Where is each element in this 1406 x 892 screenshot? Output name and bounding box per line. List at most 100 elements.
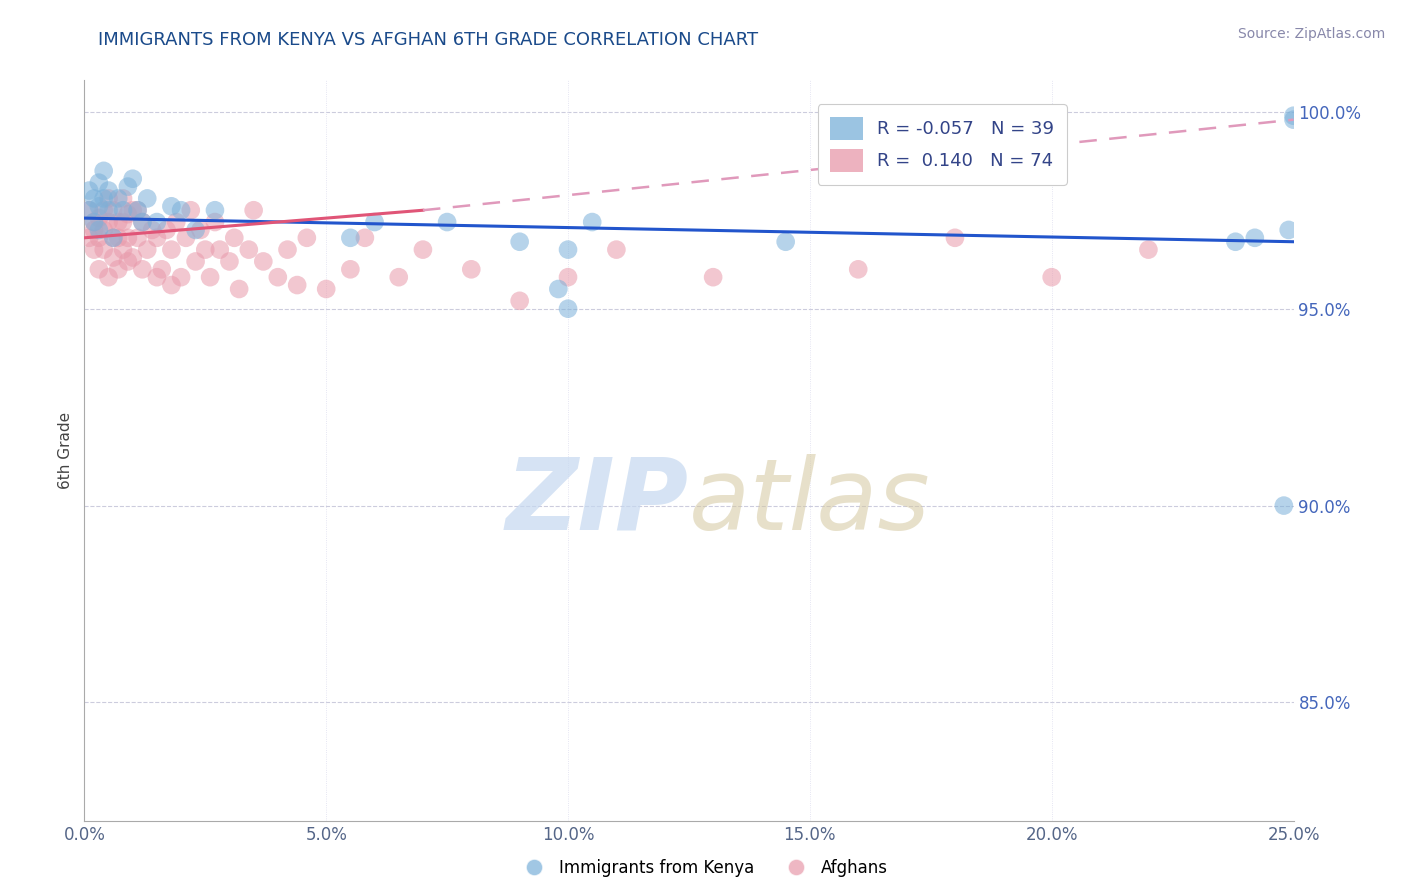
Point	[1282, 112, 1305, 127]
Y-axis label: 6th Grade: 6th Grade	[58, 412, 73, 489]
Text: IMMIGRANTS FROM KENYA VS AFGHAN 6TH GRADE CORRELATION CHART: IMMIGRANTS FROM KENYA VS AFGHAN 6TH GRAD…	[98, 31, 759, 49]
Point	[136, 243, 159, 257]
Point	[146, 270, 169, 285]
Point	[557, 243, 579, 257]
Point	[87, 262, 110, 277]
Point	[184, 223, 207, 237]
Text: Source: ZipAtlas.com: Source: ZipAtlas.com	[1237, 27, 1385, 41]
Point	[315, 282, 337, 296]
Point	[160, 278, 183, 293]
Point	[581, 215, 603, 229]
Point	[112, 203, 135, 218]
Point	[170, 270, 193, 285]
Point	[117, 207, 139, 221]
Legend: R = -0.057   N = 39, R =  0.140   N = 74: R = -0.057 N = 39, R = 0.140 N = 74	[818, 104, 1067, 185]
Point	[97, 270, 120, 285]
Point	[107, 231, 129, 245]
Point	[1282, 109, 1305, 123]
Point	[87, 199, 110, 213]
Point	[121, 251, 143, 265]
Point	[127, 203, 149, 218]
Point	[180, 203, 202, 218]
Point	[77, 231, 100, 245]
Point	[160, 243, 183, 257]
Text: atlas: atlas	[689, 454, 931, 550]
Point	[121, 203, 143, 218]
Point	[354, 231, 377, 245]
Point	[557, 270, 579, 285]
Point	[1040, 270, 1063, 285]
Point	[103, 251, 125, 265]
Point	[136, 191, 159, 205]
Point	[198, 270, 221, 285]
Point	[112, 215, 135, 229]
Point	[97, 215, 120, 229]
Text: ZIP: ZIP	[506, 454, 689, 550]
Point	[150, 262, 173, 277]
Point	[1272, 499, 1295, 513]
Point	[170, 203, 193, 218]
Point	[87, 223, 110, 237]
Point	[146, 231, 169, 245]
Point	[131, 262, 153, 277]
Point	[605, 243, 627, 257]
Point	[509, 235, 531, 249]
Point	[112, 243, 135, 257]
Point	[363, 215, 385, 229]
Point	[252, 254, 274, 268]
Point	[127, 231, 149, 245]
Point	[155, 223, 177, 237]
Point	[339, 231, 361, 245]
Point	[112, 191, 135, 205]
Point	[93, 223, 115, 237]
Point	[165, 215, 187, 229]
Point	[77, 203, 100, 218]
Point	[83, 243, 105, 257]
Point	[228, 282, 250, 296]
Point	[77, 184, 100, 198]
Point	[97, 191, 120, 205]
Point	[1243, 231, 1265, 245]
Point	[83, 191, 105, 205]
Point	[285, 278, 308, 293]
Point	[208, 243, 231, 257]
Point	[103, 203, 125, 218]
Point	[242, 203, 264, 218]
Point	[103, 231, 125, 245]
Point	[547, 282, 569, 296]
Legend: Immigrants from Kenya, Afghans: Immigrants from Kenya, Afghans	[510, 853, 896, 884]
Point	[97, 203, 120, 218]
Point	[146, 215, 169, 229]
Point	[107, 215, 129, 229]
Point	[87, 231, 110, 245]
Point	[93, 191, 115, 205]
Point	[557, 301, 579, 316]
Point	[204, 215, 226, 229]
Point	[276, 243, 298, 257]
Point	[388, 270, 411, 285]
Point	[87, 176, 110, 190]
Point	[775, 235, 797, 249]
Point	[460, 262, 482, 277]
Point	[117, 254, 139, 268]
Point	[204, 203, 226, 218]
Point	[174, 231, 197, 245]
Point	[83, 215, 105, 229]
Point	[87, 211, 110, 226]
Point	[339, 262, 361, 277]
Point	[131, 215, 153, 229]
Point	[1278, 223, 1301, 237]
Point	[943, 231, 966, 245]
Point	[141, 223, 163, 237]
Point	[107, 262, 129, 277]
Point	[412, 243, 434, 257]
Point	[93, 243, 115, 257]
Point	[97, 184, 120, 198]
Point	[103, 231, 125, 245]
Point	[93, 164, 115, 178]
Point	[295, 231, 318, 245]
Point	[218, 254, 240, 268]
Point	[436, 215, 458, 229]
Point	[1225, 235, 1247, 249]
Point	[107, 191, 129, 205]
